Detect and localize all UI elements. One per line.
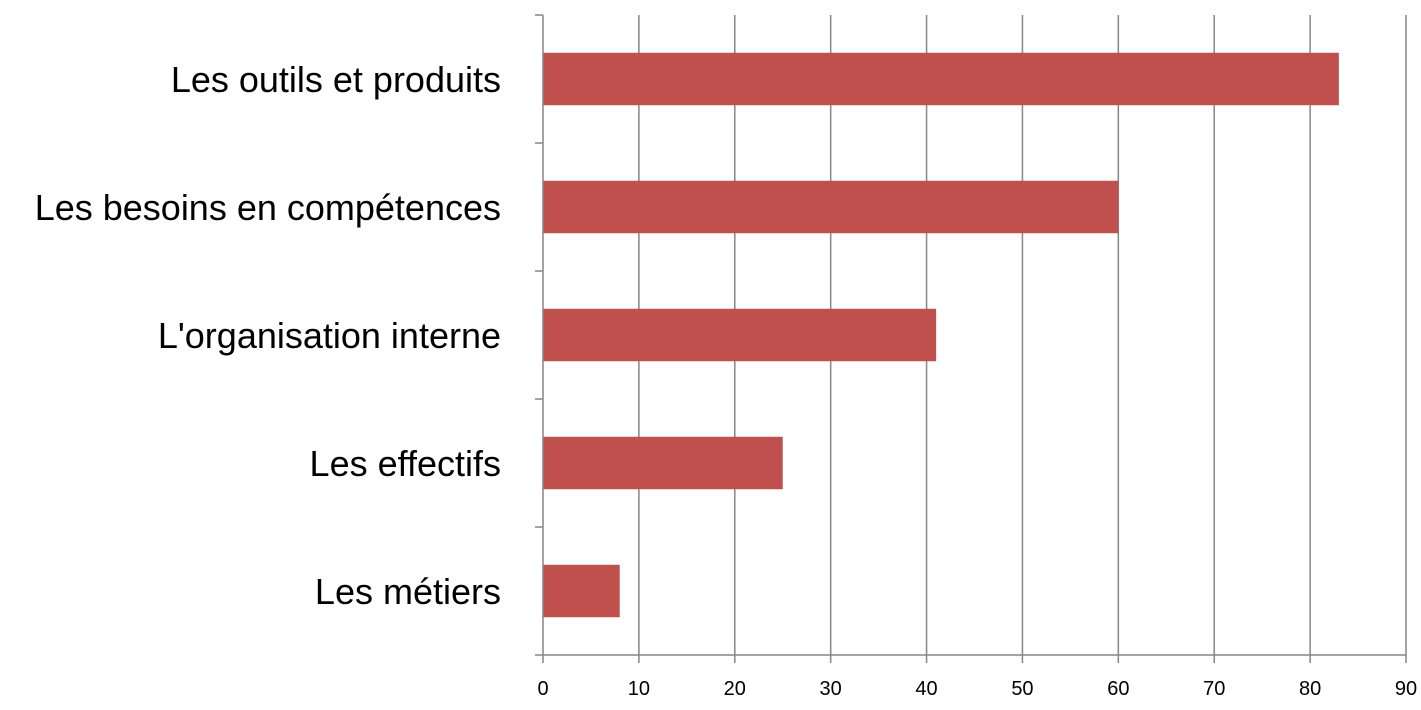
category-label: Les outils et produits bbox=[171, 59, 501, 100]
x-tick-label: 0 bbox=[537, 678, 548, 700]
x-tick-label: 70 bbox=[1203, 678, 1225, 700]
axes bbox=[535, 14, 1407, 663]
bar bbox=[543, 564, 620, 618]
category-label: Les besoins en compétences bbox=[35, 187, 501, 228]
x-tick-label: 10 bbox=[628, 678, 650, 700]
bar bbox=[543, 180, 1119, 234]
x-tick-label: 60 bbox=[1107, 678, 1129, 700]
bar bbox=[543, 436, 783, 490]
bar bbox=[543, 52, 1339, 106]
category-label: Les métiers bbox=[315, 571, 501, 612]
category-labels: Les outils et produits Les besoins en com… bbox=[35, 59, 501, 612]
gridlines bbox=[638, 15, 1407, 655]
category-label: L'organisation interne bbox=[158, 315, 501, 356]
x-tick-label: 30 bbox=[820, 678, 842, 700]
bars bbox=[543, 52, 1339, 618]
x-tick-label: 20 bbox=[724, 678, 746, 700]
x-tick-label: 40 bbox=[915, 678, 937, 700]
x-tick-label: 90 bbox=[1395, 678, 1417, 700]
tick-labels: 0 10 20 30 40 50 60 70 80 90 bbox=[537, 678, 1417, 700]
bar bbox=[543, 308, 937, 362]
x-tick-label: 80 bbox=[1299, 678, 1321, 700]
category-label: Les effectifs bbox=[310, 443, 501, 484]
x-tick-label: 50 bbox=[1011, 678, 1033, 700]
